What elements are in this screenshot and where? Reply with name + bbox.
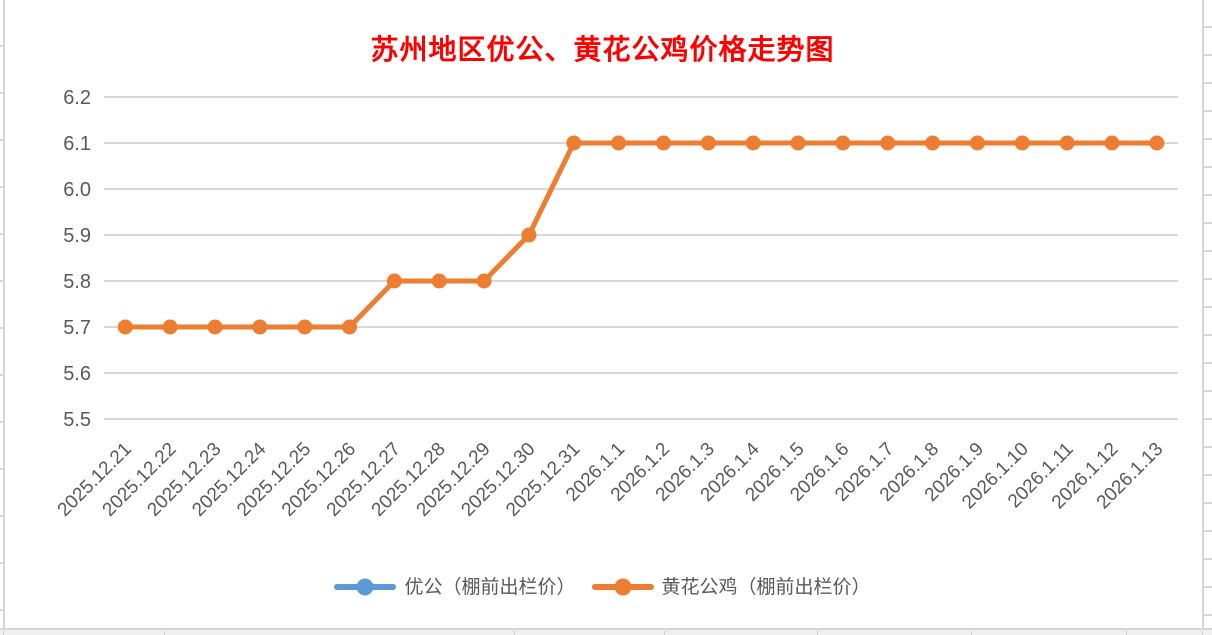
data-point-marker <box>521 227 537 243</box>
huanghua-line-sample <box>591 578 654 596</box>
data-point-marker <box>1059 135 1075 151</box>
spreadsheet-column-separator <box>164 631 165 635</box>
y-axis-label: 5.8 <box>63 271 91 293</box>
y-axis-label: 6.1 <box>63 133 91 155</box>
spreadsheet-edge-right <box>1202 0 1212 628</box>
spreadsheet-column-separator <box>971 631 972 635</box>
data-point-marker <box>835 135 851 151</box>
legend-item-yougong[interactable]: 优公（棚前出栏价） <box>334 576 576 598</box>
data-point-marker <box>207 319 223 335</box>
spreadsheet-column-separator <box>664 631 665 635</box>
data-point-marker <box>790 135 806 151</box>
data-point-marker <box>476 273 492 289</box>
huanghua-marker-icon <box>614 578 631 596</box>
spreadsheet-column-separator <box>1202 631 1203 635</box>
data-point-marker <box>1149 135 1165 151</box>
data-point-marker <box>656 135 671 151</box>
data-point-marker <box>117 319 133 335</box>
data-point-marker <box>162 319 178 335</box>
spreadsheet-column-separator <box>3 631 4 635</box>
y-axis-label: 5.5 <box>63 409 91 431</box>
legend-label-huanghua: 黄花公鸡（棚前出栏价） <box>661 576 871 598</box>
data-point-marker <box>700 135 716 151</box>
chart-title: 苏州地区优公、黄花公鸡价格走势图 <box>370 35 835 66</box>
data-point-marker <box>297 319 313 335</box>
y-axis-label: 6.0 <box>63 179 91 201</box>
spreadsheet-column-separator <box>817 631 818 635</box>
spreadsheet-column-separator <box>514 631 515 635</box>
data-point-marker <box>566 135 582 151</box>
spreadsheet-edge-bottom <box>0 628 1212 635</box>
yougong-marker-icon <box>356 578 374 596</box>
legend-label-yougong: 优公（棚前出栏价） <box>404 576 576 598</box>
chart-legend: 优公（棚前出栏价） 黄花公鸡（棚前出栏价） <box>0 570 1205 604</box>
data-point-marker <box>386 273 402 289</box>
spreadsheet-edge-left <box>0 0 5 628</box>
y-axis-label: 5.9 <box>63 225 91 247</box>
data-point-marker <box>880 135 896 151</box>
y-axis-label: 6.2 <box>63 87 91 109</box>
y-axis-label: 5.7 <box>63 317 91 339</box>
data-point-marker <box>252 319 268 335</box>
data-point-marker <box>611 135 627 151</box>
yougong-line-sample <box>334 578 397 596</box>
data-point-marker <box>342 319 358 335</box>
spreadsheet-column-separator <box>1126 631 1127 635</box>
data-point-marker <box>925 135 941 151</box>
data-point-marker <box>431 273 447 289</box>
data-point-marker <box>1014 135 1030 151</box>
data-point-marker <box>745 135 761 151</box>
y-axis-label: 5.6 <box>63 363 91 385</box>
data-point-marker <box>1104 135 1120 151</box>
legend-item-huanghua[interactable]: 黄花公鸡（棚前出栏价） <box>591 576 871 598</box>
data-point-marker <box>969 135 985 151</box>
